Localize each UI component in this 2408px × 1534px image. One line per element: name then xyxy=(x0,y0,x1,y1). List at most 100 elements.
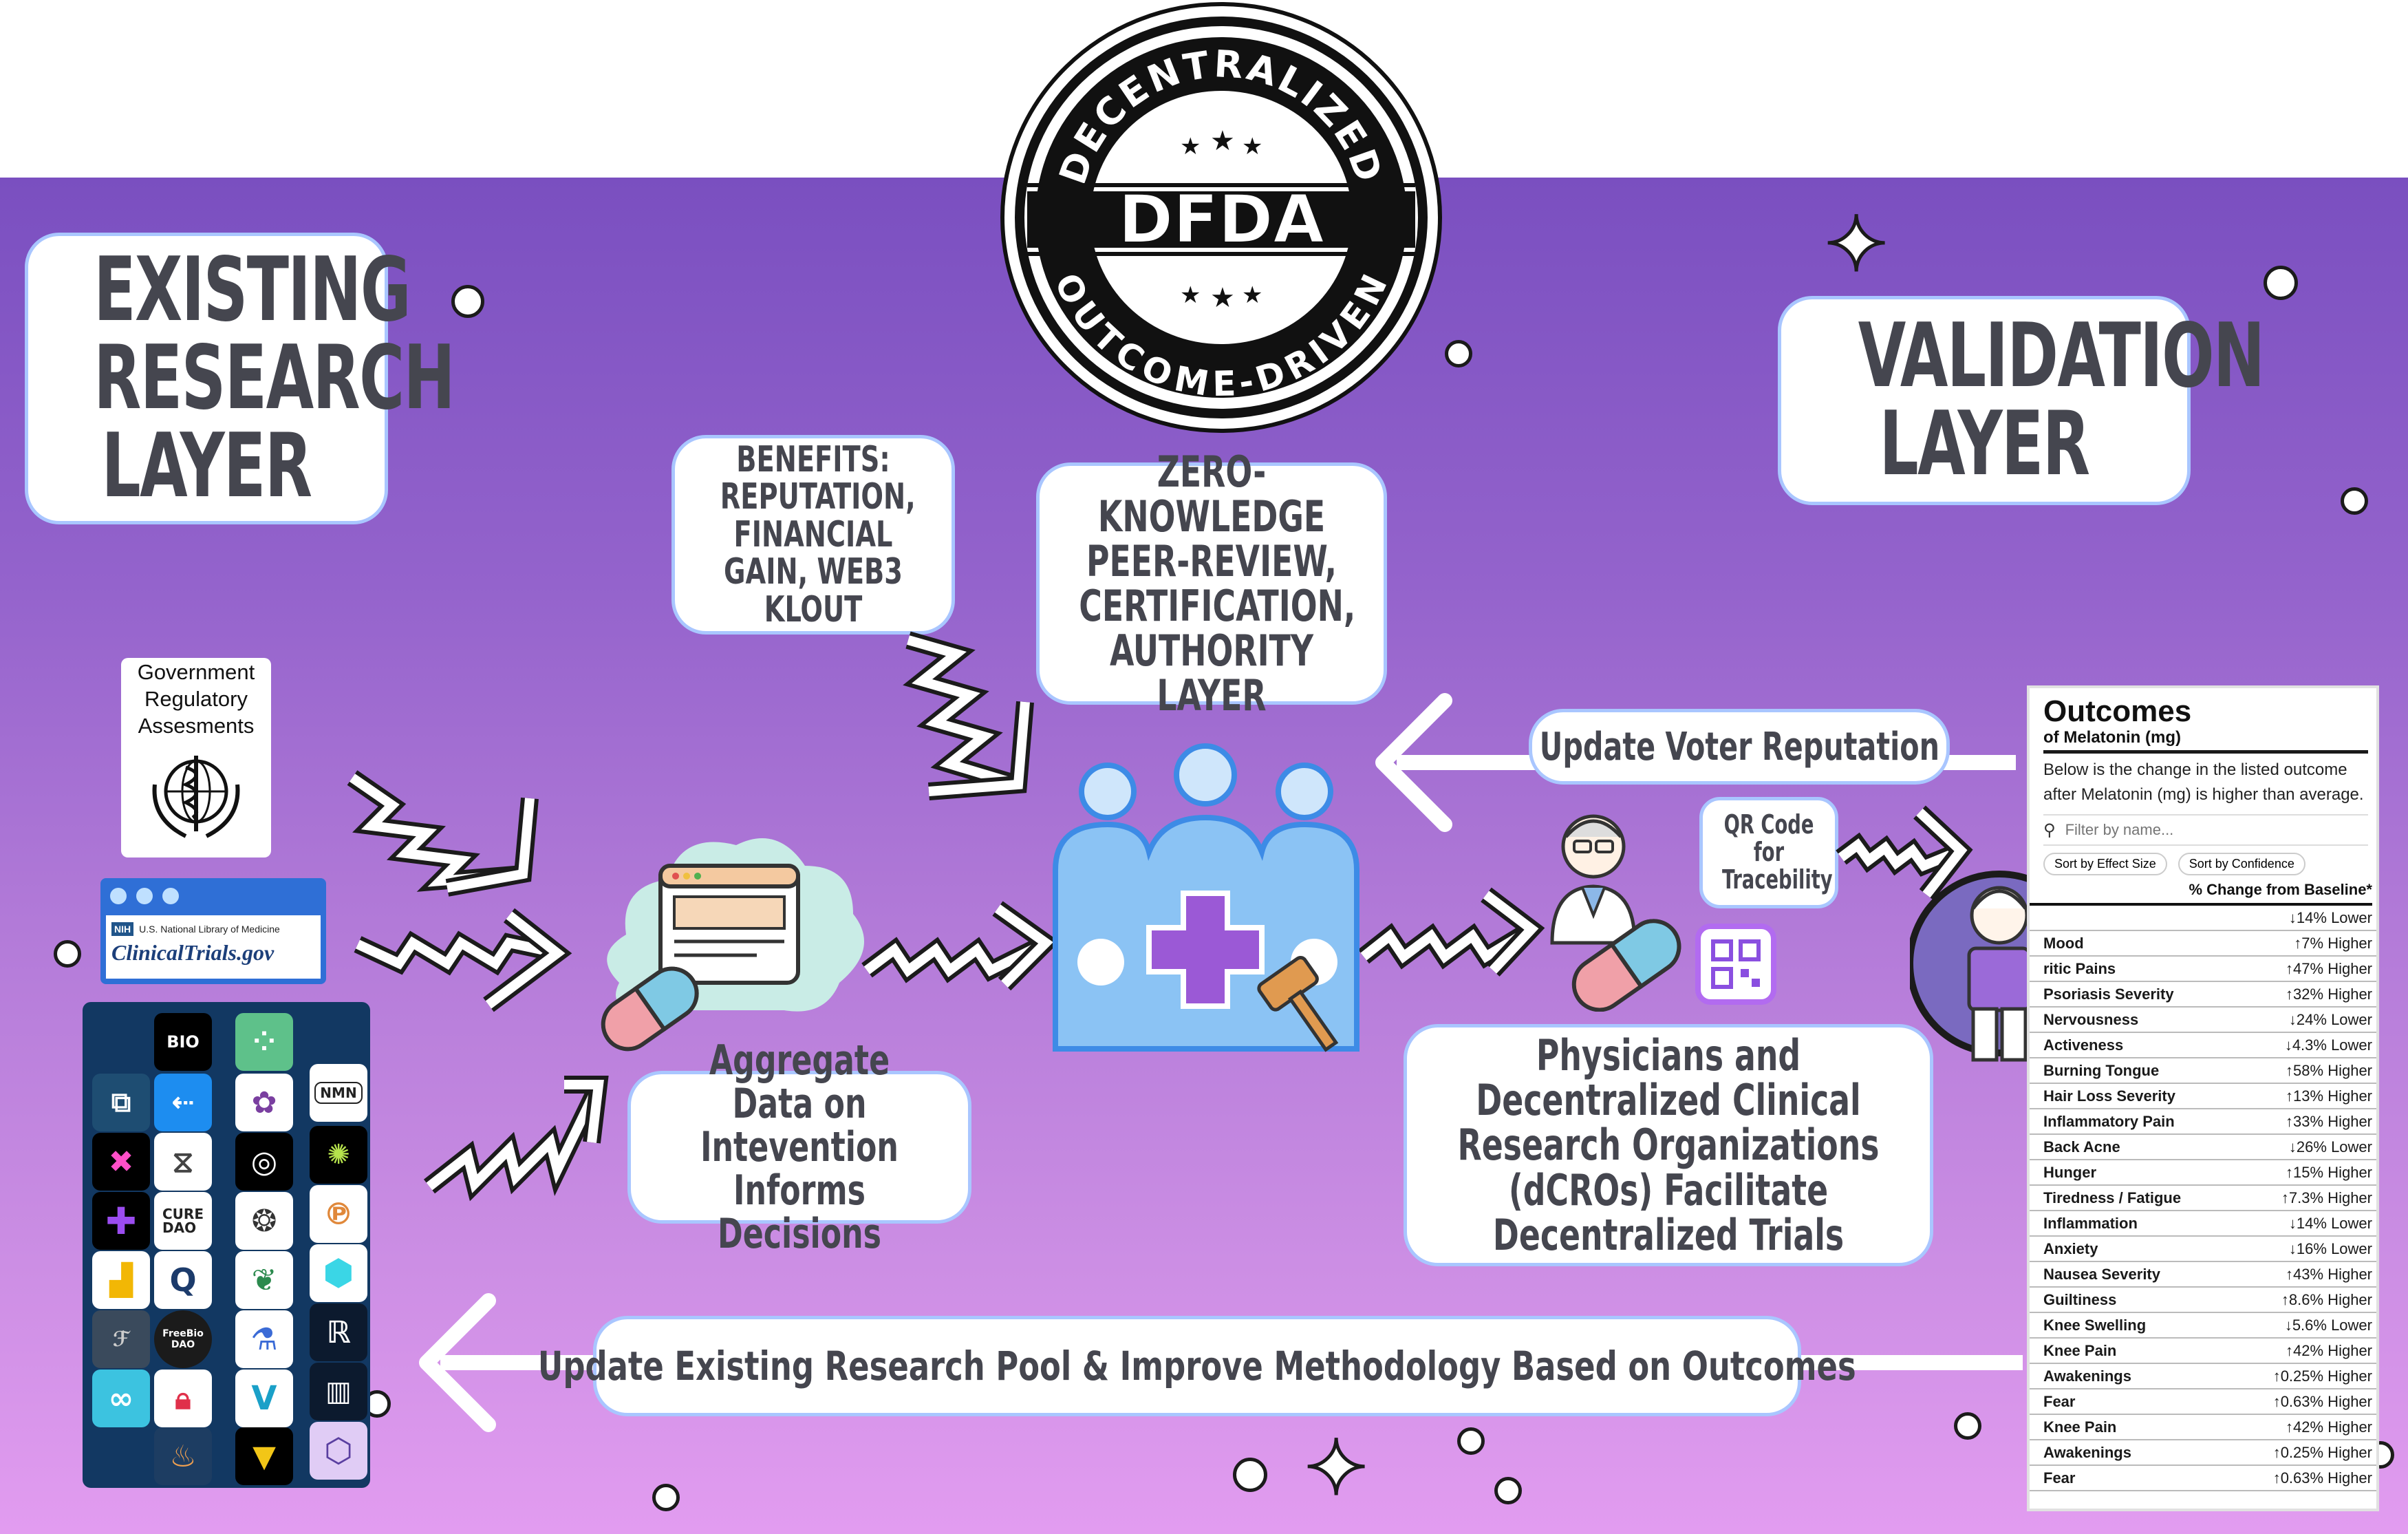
freebio-dao-logo[interactable]: FreeBio DAO xyxy=(154,1310,212,1368)
decor-dot xyxy=(2264,266,2298,300)
vita-logo[interactable]: V xyxy=(235,1370,293,1427)
outcome-row[interactable]: Back Acne ↓26% Lower xyxy=(2030,1135,2376,1161)
flask-logo[interactable]: ⚗ xyxy=(235,1310,293,1368)
x-logo[interactable]: ✖ xyxy=(92,1133,150,1191)
hex-logo[interactable]: ⬢ xyxy=(310,1244,367,1302)
update-pool-box: Update Existing Research Pool & Improve … xyxy=(538,1316,1856,1416)
outcome-row[interactable]: Fear ↑0.63% Higher xyxy=(2030,1389,2376,1416)
outcome-value: ↑32% Higher xyxy=(2286,985,2372,1003)
outcome-name: Nervousness xyxy=(2043,1010,2139,1028)
outcome-value: ↑15% Higher xyxy=(2286,1163,2372,1181)
clinicaltrials-site[interactable]: ClinicalTrials.gov xyxy=(111,940,275,965)
outcome-row[interactable]: Awakenings ↑0.25% Higher xyxy=(2030,1440,2376,1467)
outcome-value: ↑42% Higher xyxy=(2286,1341,2372,1359)
outcome-row[interactable]: Knee Pain ↑42% Higher xyxy=(2030,1339,2376,1365)
sort-by-effect-button[interactable]: Sort by Effect Size xyxy=(2043,853,2167,876)
physician-icon xyxy=(1550,814,1637,945)
tall-bars-logo[interactable]: ▥ xyxy=(310,1363,367,1420)
outcome-name: Inflammatory Pain xyxy=(2043,1112,2175,1130)
outcome-value: ↓16% Lower xyxy=(2288,1239,2372,1257)
outcome-row[interactable]: Awakenings ↑0.25% Higher xyxy=(2030,1364,2376,1390)
r-logo[interactable]: ℝ xyxy=(310,1303,367,1361)
p-logo[interactable]: ℗ xyxy=(310,1185,367,1243)
bio-logo[interactable]: BIO xyxy=(154,1013,212,1071)
outcome-row[interactable]: Inflammatory Pain ↑33% Higher xyxy=(2030,1109,2376,1136)
outcome-row[interactable]: Psoriasis Severity ↑32% Higher xyxy=(2030,982,2376,1008)
outcome-name: Knee Pain xyxy=(2043,1341,2117,1359)
gavel-icon xyxy=(1257,956,1339,1052)
decor-dot xyxy=(1233,1458,1267,1492)
svg-text:★: ★ xyxy=(1180,281,1201,309)
link-logo[interactable]: ∞ xyxy=(92,1370,150,1427)
svg-text:★: ★ xyxy=(1210,282,1235,314)
pill-icon xyxy=(1571,919,1681,1012)
decor-dot xyxy=(1494,1477,1522,1504)
outcome-name: Back Acne xyxy=(2043,1138,2120,1155)
yellow-v-logo[interactable]: ▼ xyxy=(235,1427,293,1485)
government-card: Government Regulatory Assesments xyxy=(121,658,271,857)
outcome-name: Activeness xyxy=(2043,1036,2124,1054)
outcome-value: ↓26% Lower xyxy=(2288,1138,2372,1155)
outcome-name: Awakenings xyxy=(2043,1367,2131,1385)
benefits-box: BENEFITS: REPUTATION, FINANCIAL GAIN, WE… xyxy=(671,435,955,635)
outcome-row[interactable]: Tiredness / Fatigue ↑7.3% Higher xyxy=(2030,1186,2376,1212)
sort-by-confidence-button[interactable]: Sort by Confidence xyxy=(2178,853,2305,876)
filter-input[interactable] xyxy=(2063,820,2328,840)
svg-text:★: ★ xyxy=(1180,133,1201,160)
outcome-row[interactable]: Fear ↑0.63% Higher xyxy=(2030,1466,2376,1492)
bee-logo[interactable]: ✺ xyxy=(310,1126,367,1184)
outcome-row[interactable]: Nervousness ↓24% Lower xyxy=(2030,1008,2376,1034)
decor-dot xyxy=(54,940,81,968)
outcome-row[interactable]: Hunger ↑15% Higher xyxy=(2030,1160,2376,1186)
outcome-value: ↑0.63% Higher xyxy=(2272,1392,2372,1410)
decor-star: ✦ xyxy=(1823,200,1889,288)
circle-logo[interactable]: ❂ xyxy=(235,1192,293,1250)
outcomes-panel: Outcomes of Melatonin (mg) Below is the … xyxy=(2027,685,2379,1511)
qr-code-box: QR Code for Tracebility xyxy=(1699,797,1838,908)
outcome-row[interactable]: ritic Pains ↑47% Higher xyxy=(2030,957,2376,983)
nmn-logo[interactable]: NMN xyxy=(310,1064,367,1122)
ring-logo[interactable]: ◎ xyxy=(235,1133,293,1191)
lock-logo[interactable]: 🔒︎ xyxy=(154,1370,212,1427)
outcome-name: ritic Pains xyxy=(2043,959,2116,977)
bars-logo[interactable]: ▟ xyxy=(92,1251,150,1309)
outcome-row[interactable]: Guiltiness ↑8.6% Higher xyxy=(2030,1288,2376,1314)
who-emblem-icon xyxy=(152,756,240,838)
outcome-value: ↓4.3% Lower xyxy=(2284,1036,2372,1054)
q-logo[interactable]: Q xyxy=(154,1251,212,1309)
frog-logo[interactable]: ❦ xyxy=(235,1251,293,1309)
script-logo[interactable]: ℱ xyxy=(92,1310,150,1368)
validation-layer-title: VALIDATION LAYER xyxy=(1778,296,2265,505)
outcome-row[interactable]: ↓14% Lower xyxy=(2030,906,2376,932)
hexagon-logo[interactable]: ⬡ xyxy=(310,1422,367,1480)
outcome-row[interactable]: Knee Swelling ↓5.6% Lower xyxy=(2030,1313,2376,1339)
outcome-row[interactable]: Knee Pain ↑42% Higher xyxy=(2030,1415,2376,1441)
outcome-row[interactable]: Hair Loss Severity ↑13% Higher xyxy=(2030,1084,2376,1110)
qr-code-text: QR Code for Tracebility xyxy=(1722,809,1833,895)
outcome-row[interactable]: Inflammation ↓14% Lower xyxy=(2030,1211,2376,1237)
physicians-text: Physicians and Decentralized Clinical Re… xyxy=(1457,1030,1880,1260)
decor-star: ✦ xyxy=(1302,1424,1369,1512)
chain-logo[interactable]: ⧉ xyxy=(92,1074,150,1131)
flower-logo[interactable]: ✿ xyxy=(235,1074,293,1131)
outcome-row[interactable]: Burning Tongue ↑58% Higher xyxy=(2030,1058,2376,1085)
flame-logo[interactable]: ♨ xyxy=(154,1427,212,1485)
svg-text:★: ★ xyxy=(1242,281,1262,309)
outcome-name: Fear xyxy=(2043,1469,2076,1487)
outcome-name: Guiltiness xyxy=(2043,1290,2117,1308)
outcome-row[interactable]: Activeness ↓4.3% Lower xyxy=(2030,1033,2376,1059)
nih-text: U.S. National Library of Medicine xyxy=(139,924,280,935)
dna-logo[interactable]: ⧖ xyxy=(154,1133,212,1191)
cure-dao-logo[interactable]: CURE DAO xyxy=(154,1192,212,1250)
outcome-row[interactable]: Mood ↑7% Higher xyxy=(2030,931,2376,957)
column-header: % Change from Baseline* xyxy=(2030,881,2372,906)
arrow-c-logo[interactable]: ⇠ xyxy=(154,1074,212,1131)
svg-text:★: ★ xyxy=(1210,125,1235,157)
outcome-rows: ↓14% Lower Mood ↑7% Higher ritic Pains ↑47% … xyxy=(2030,906,2376,1492)
purple-cross-logo[interactable]: ✚ xyxy=(92,1192,150,1250)
update-pool-text: Update Existing Research Pool & Improve … xyxy=(538,1343,1856,1389)
outcome-row[interactable]: Anxiety ↓16% Lower xyxy=(2030,1237,2376,1263)
outcome-row[interactable]: Nausea Severity ↑43% Higher xyxy=(2030,1262,2376,1288)
grid-dots-logo[interactable]: ⁘ xyxy=(235,1013,293,1071)
outcome-name: Nausea Severity xyxy=(2043,1265,2160,1283)
